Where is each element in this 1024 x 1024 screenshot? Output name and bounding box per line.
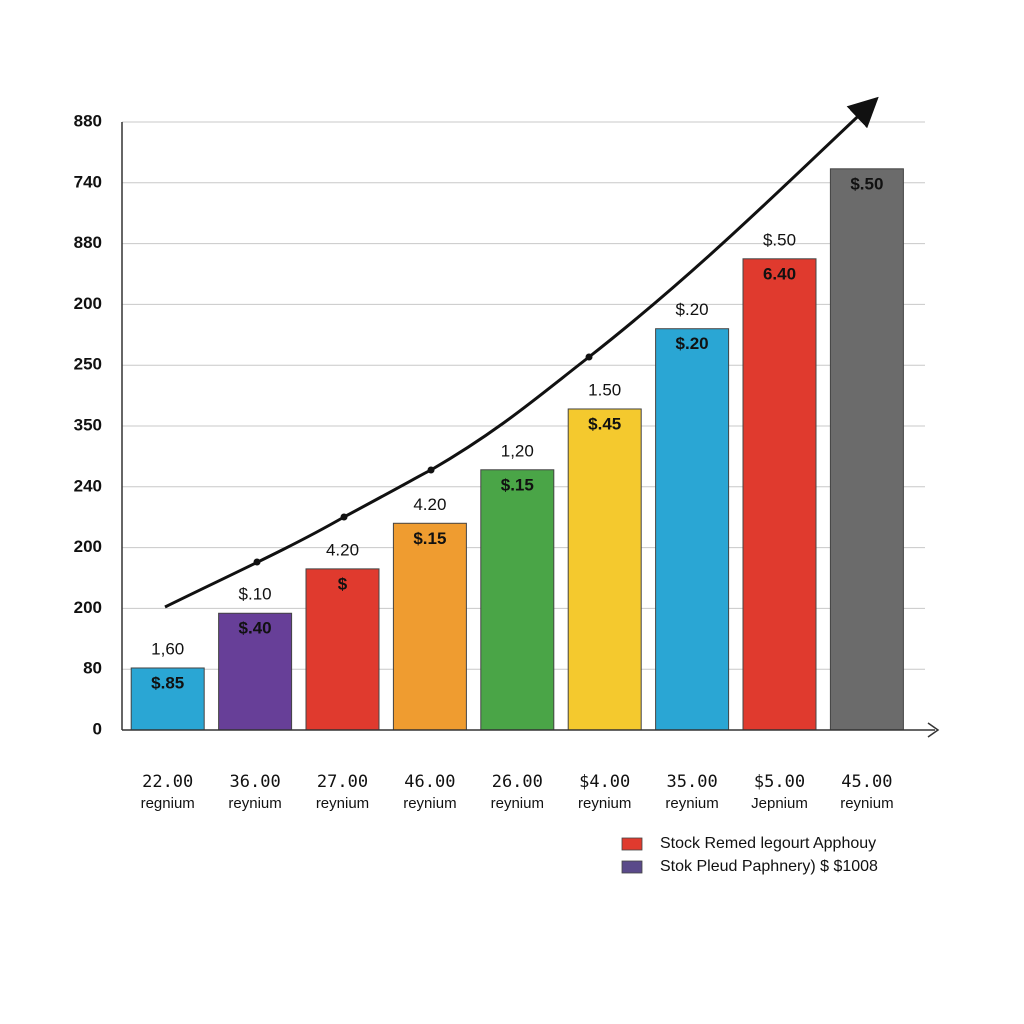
x-tick-sublabel: Jepnium (751, 795, 808, 812)
x-tick-label: 27.00 (317, 772, 368, 792)
x-tick-label: 45.00 (841, 772, 892, 792)
legend-label: Stock Remed legourt Apphouy (660, 835, 876, 852)
bar-inner-label: 6.40 (763, 264, 796, 283)
bar-inner-label: $.15 (501, 475, 534, 494)
bar (392, 522, 467, 731)
y-tick-label: 880 (74, 111, 102, 130)
bar-inner-label: $.50 (850, 174, 883, 193)
legend-label: Stok Pleud Paphnery) $ $1008 (660, 858, 878, 875)
bar (655, 328, 730, 731)
x-tick-label: $4.00 (579, 772, 630, 792)
bar-inner-label: $.45 (588, 414, 621, 433)
y-tick-label: 200 (74, 294, 102, 313)
x-tick-label: $5.00 (754, 772, 805, 792)
y-tick-label: 0 (93, 719, 102, 738)
bar (130, 667, 205, 731)
x-tick-sublabel: regnium (141, 795, 195, 812)
bar-inner-label: $.85 (151, 673, 184, 692)
trend-arrow (164, 96, 879, 609)
x-tick-sublabel: reynium (316, 795, 369, 812)
bar-top-label: 1,20 (501, 441, 534, 460)
y-tick-label: 80 (83, 659, 102, 678)
y-tick-label: 200 (74, 537, 102, 556)
bar-inner-label: $.15 (413, 529, 446, 548)
bar (305, 568, 380, 731)
x-tick-sublabel: reynium (403, 795, 456, 812)
x-tick-sublabel: reynium (228, 795, 281, 812)
bar-inner-label: $ (338, 574, 348, 593)
legend-swatch (621, 860, 643, 874)
bar-top-label: $.50 (763, 230, 796, 249)
x-tick-label: 36.00 (230, 772, 281, 792)
y-tick-label: 240 (74, 476, 102, 495)
bar (480, 469, 555, 731)
x-tick-sublabel: reynium (491, 795, 544, 812)
x-tick-sublabel: reynium (840, 795, 893, 812)
bar (829, 168, 904, 731)
y-tick-label: 200 (74, 598, 102, 617)
x-tick-label: 22.00 (142, 772, 193, 792)
bar (218, 612, 293, 731)
x-tick-label: 46.00 (404, 772, 455, 792)
bar-inner-label: $.20 (676, 334, 709, 353)
x-tick-sublabel: reynium (665, 795, 718, 812)
bar (567, 408, 642, 731)
y-tick-label: 740 (74, 172, 102, 191)
bar-top-label: $.10 (239, 585, 272, 604)
legend-swatch (621, 837, 643, 851)
bar-inner-label: $.40 (239, 619, 272, 638)
x-tick-sublabel: reynium (578, 795, 631, 812)
bar (742, 258, 817, 731)
x-axis-arrow (927, 722, 940, 738)
y-tick-label: 250 (74, 355, 102, 374)
bar-top-label: 1,60 (151, 639, 184, 658)
trend-dots (253, 353, 593, 566)
bar-top-label: 4.20 (326, 540, 359, 559)
bar-top-label: 4.20 (413, 495, 446, 514)
x-tick-label: 35.00 (667, 772, 718, 792)
bar-top-label: $.20 (676, 300, 709, 319)
bar-top-label: 1.50 (588, 380, 621, 399)
y-tick-label: 880 (74, 233, 102, 252)
y-tick-label: 350 (74, 415, 102, 434)
x-tick-label: 26.00 (492, 772, 543, 792)
